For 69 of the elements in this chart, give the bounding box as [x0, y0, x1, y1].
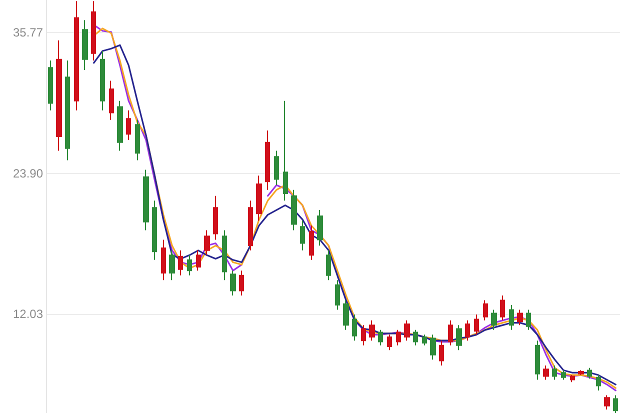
candlestick	[317, 210, 323, 246]
candlestick	[526, 309, 531, 330]
candlestick	[56, 40, 62, 152]
candlestick	[161, 239, 166, 281]
candlestick	[335, 280, 340, 310]
candlestick	[613, 394, 618, 413]
candlestick	[561, 370, 566, 380]
candlestick	[204, 230, 210, 256]
candlestick	[196, 250, 201, 272]
candlestick	[65, 60, 70, 161]
candlestick	[430, 334, 436, 360]
candlestick	[169, 250, 175, 281]
candlestick	[448, 320, 453, 346]
candlestick	[604, 394, 610, 410]
candlestick	[352, 314, 357, 342]
candlestick	[187, 254, 192, 276]
candlestick	[309, 224, 314, 260]
candlestick	[265, 130, 270, 190]
candlestick	[82, 20, 88, 71]
candlestick	[222, 230, 227, 281]
candlestick	[474, 314, 479, 336]
candlestick	[483, 300, 488, 321]
candlestick	[422, 334, 427, 346]
candlestick	[413, 329, 418, 346]
candlestick	[343, 300, 349, 330]
candlestick	[213, 195, 218, 240]
candlestick	[535, 340, 540, 380]
candlestick	[117, 100, 123, 152]
candlestick	[578, 370, 584, 376]
y-tick-label: 23.90	[12, 166, 44, 180]
candlestick	[387, 334, 392, 351]
candlestick	[109, 80, 114, 120]
candlestick	[491, 309, 497, 330]
candlestick	[596, 374, 601, 391]
candlestick	[326, 250, 331, 281]
candlestick	[404, 320, 410, 342]
candlestick	[291, 189, 297, 231]
candlestick	[135, 119, 140, 161]
candlestick	[517, 309, 523, 326]
candlestick	[283, 100, 288, 202]
y-tick-label: 12.03	[12, 307, 44, 322]
candlestick	[143, 169, 149, 231]
candlestick	[74, 0, 79, 111]
candlestick	[587, 367, 592, 380]
candlestick	[369, 320, 375, 342]
candlestick	[378, 329, 383, 346]
candlestick	[48, 60, 53, 111]
candlestick	[543, 365, 549, 380]
candlestick	[230, 270, 236, 296]
candlestick	[570, 374, 575, 383]
candlestick	[126, 110, 131, 141]
candlestick	[456, 324, 462, 351]
candlestick	[239, 270, 244, 296]
candlestick	[509, 304, 514, 330]
candlestick	[274, 150, 279, 186]
candlestick	[178, 250, 183, 276]
candlestick	[439, 340, 444, 366]
candlestick	[300, 220, 305, 251]
candlestick	[361, 324, 366, 346]
candlestick	[465, 320, 470, 342]
candlestick	[91, 0, 96, 62]
candlestick	[100, 50, 105, 111]
candlestick	[500, 295, 505, 321]
y-tick-label: 35.77	[12, 25, 44, 40]
candlestick	[152, 200, 157, 260]
candlestick	[248, 200, 253, 251]
candlestick	[552, 365, 557, 380]
candlestick	[256, 175, 262, 222]
candlestick	[396, 329, 401, 346]
